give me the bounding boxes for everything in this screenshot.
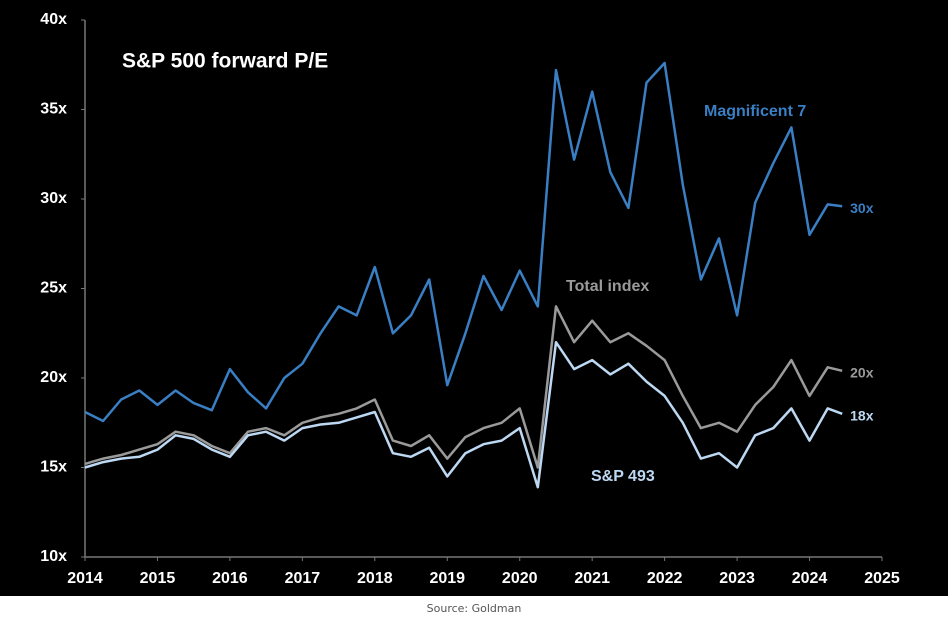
x-tick-label: 2023 (719, 570, 755, 587)
x-tick-label: 2018 (357, 570, 393, 587)
chart-title: S&P 500 forward P/E (122, 50, 328, 73)
end-label: 18x (850, 408, 874, 424)
series-line (84, 305, 843, 469)
x-tick-label: 2025 (864, 570, 900, 587)
y-tick-label: 30x (40, 190, 67, 207)
series-line (84, 340, 843, 489)
series-label: S&P 493 (591, 468, 655, 485)
y-tick-label: 15x (40, 459, 67, 476)
series-label: Total index (566, 278, 649, 295)
x-tick-label: 2014 (67, 570, 103, 587)
end-label: 30x (850, 200, 874, 216)
y-tick-label: 10x (40, 548, 67, 565)
source-note: Source: Goldman (426, 602, 522, 615)
x-tick-label: 2021 (574, 570, 610, 587)
x-tick-label: 2017 (285, 570, 321, 587)
x-tick-label: 2015 (140, 570, 176, 587)
y-tick-label: 20x (40, 369, 67, 386)
y-tick-label: 40x (40, 11, 67, 28)
y-tick-label: 35x (40, 101, 67, 118)
x-tick-label: 2024 (792, 570, 828, 587)
y-tick-label: 25x (40, 280, 67, 297)
x-tick-label: 2022 (647, 570, 683, 587)
series-label: Magnificent 7 (704, 103, 806, 120)
x-tick-label: 2019 (429, 570, 465, 587)
end-label: 20x (850, 365, 874, 381)
x-tick-label: 2016 (212, 570, 248, 587)
chart: S&P 500 forward P/E 10x 15x 20x 25x 30x 35x 40… (0, 0, 948, 596)
series-line (84, 61, 843, 423)
x-tick-label: 2020 (502, 570, 538, 587)
